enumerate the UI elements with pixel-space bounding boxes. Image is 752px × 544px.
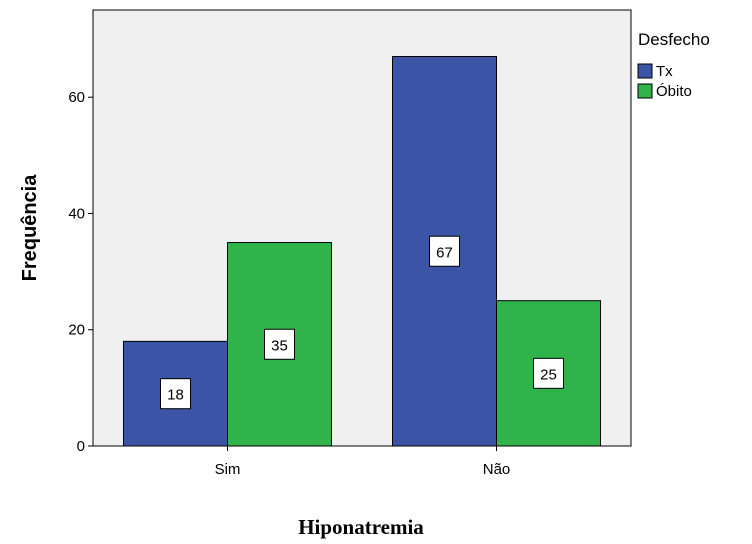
data-label-box bbox=[264, 328, 295, 360]
y-tick-label: 0 bbox=[77, 438, 85, 455]
legend-swatch-Tx bbox=[637, 63, 653, 79]
legend: Desfecho Tx Óbito bbox=[637, 30, 710, 100]
legend-label: Tx bbox=[656, 63, 673, 80]
legend-title: Desfecho bbox=[638, 30, 710, 49]
x-axis-label: Hiponatremia bbox=[298, 515, 424, 539]
y-axis-label: Frequência bbox=[19, 174, 41, 282]
data-labels-group: 18 35 67 25 bbox=[160, 235, 564, 410]
y-tick-label: 20 bbox=[68, 322, 85, 339]
legend-label: Óbito bbox=[656, 83, 692, 100]
data-label: 25 bbox=[540, 366, 557, 383]
x-tick-label: Não bbox=[483, 461, 511, 478]
data-label-box bbox=[429, 235, 460, 267]
x-tick-label: Sim bbox=[215, 461, 241, 478]
x-axis: Sim Não bbox=[215, 446, 511, 478]
y-axis: 0 20 40 60 bbox=[68, 89, 93, 455]
data-label-box bbox=[160, 378, 191, 410]
data-label: 35 bbox=[271, 337, 288, 354]
data-label: 67 bbox=[436, 244, 453, 261]
y-tick-label: 60 bbox=[68, 89, 85, 106]
legend-swatch-Óbito bbox=[637, 83, 653, 99]
y-tick-label: 40 bbox=[68, 205, 85, 222]
data-label-box bbox=[533, 357, 564, 389]
data-label: 18 bbox=[167, 387, 184, 404]
